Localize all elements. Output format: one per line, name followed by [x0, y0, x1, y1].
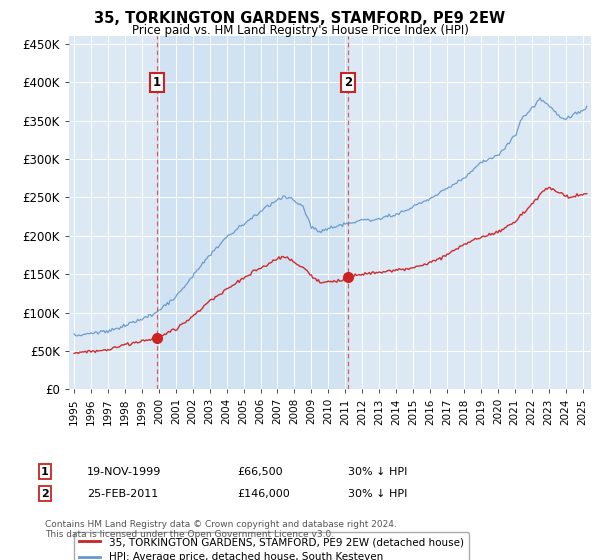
Text: 1: 1	[153, 76, 161, 89]
Text: Price paid vs. HM Land Registry's House Price Index (HPI): Price paid vs. HM Land Registry's House …	[131, 24, 469, 36]
Text: £146,000: £146,000	[237, 489, 290, 499]
Text: 30% ↓ HPI: 30% ↓ HPI	[348, 489, 407, 499]
Text: Contains HM Land Registry data © Crown copyright and database right 2024.
This d: Contains HM Land Registry data © Crown c…	[45, 520, 397, 539]
Text: 2: 2	[41, 489, 49, 499]
Text: £66,500: £66,500	[237, 466, 283, 477]
Text: 1: 1	[41, 466, 49, 477]
Legend: 35, TORKINGTON GARDENS, STAMFORD, PE9 2EW (detached house), HPI: Average price, : 35, TORKINGTON GARDENS, STAMFORD, PE9 2E…	[74, 532, 469, 560]
Bar	[157, 36, 348, 389]
Text: 25-FEB-2011: 25-FEB-2011	[87, 489, 158, 499]
Text: 35, TORKINGTON GARDENS, STAMFORD, PE9 2EW: 35, TORKINGTON GARDENS, STAMFORD, PE9 2E…	[94, 11, 506, 26]
Text: 19-NOV-1999: 19-NOV-1999	[87, 466, 161, 477]
Text: 2: 2	[344, 76, 352, 89]
Text: 30% ↓ HPI: 30% ↓ HPI	[348, 466, 407, 477]
